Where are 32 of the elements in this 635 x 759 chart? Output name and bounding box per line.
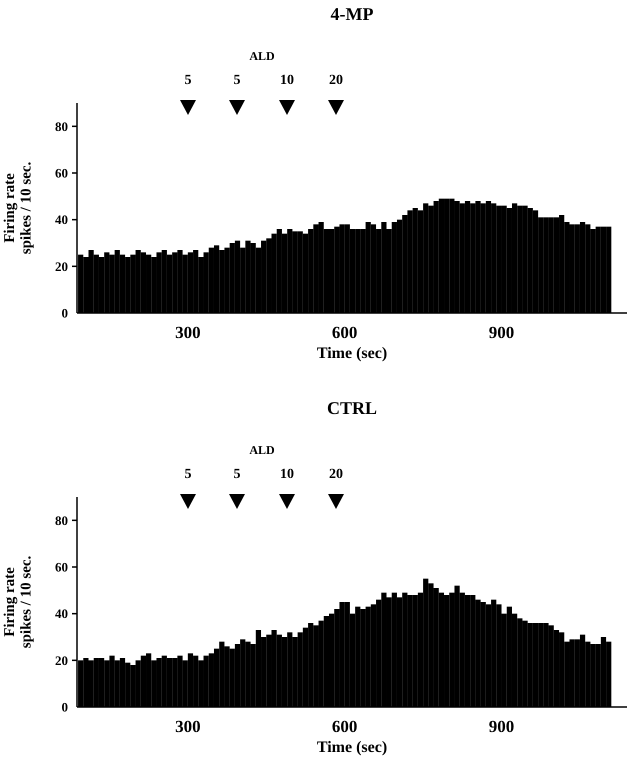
y-tick-label: 40 (55, 212, 68, 228)
text: 20 (329, 73, 343, 88)
text: 20 (329, 467, 343, 482)
x-tick-label: 300 (175, 323, 201, 342)
y-tick-label: 0 (62, 700, 68, 715)
y-tick-label: 0 (62, 306, 68, 321)
text: 10 (280, 467, 294, 482)
x-tick-label: 300 (175, 717, 201, 736)
y-tick-label: 80 (55, 512, 68, 528)
x-tick-label: 600 (332, 717, 358, 736)
chart-title: 4-MP (330, 4, 374, 24)
y-axis-title: Firing rate spikes / 10 sec. (2, 162, 34, 254)
text: 10 (280, 73, 294, 88)
y-tick-label: 60 (55, 166, 68, 181)
text: ALD (249, 443, 275, 457)
chart-title: CTRL (326, 398, 378, 418)
text: 5 (234, 467, 240, 482)
y-tick-label: 20 (55, 652, 68, 668)
text: 5 (184, 467, 192, 482)
x-axis-title: Time (sec) (316, 739, 388, 756)
x-axis-title: Time (sec) (316, 345, 388, 362)
y-tick-label: 40 (55, 606, 68, 622)
x-tick-label: 600 (332, 323, 358, 342)
y-tick-label: 60 (55, 560, 68, 575)
y-axis-title: Firing rate spikes / 10 sec. (2, 556, 34, 648)
y-tick-label: 20 (55, 258, 68, 274)
x-tick-label: 900 (488, 323, 514, 342)
y-tick-label: 80 (55, 118, 68, 134)
text: 5 (234, 73, 240, 88)
x-tick-label: 900 (488, 717, 514, 736)
text: 5 (184, 73, 192, 88)
text: ALD (249, 49, 275, 63)
